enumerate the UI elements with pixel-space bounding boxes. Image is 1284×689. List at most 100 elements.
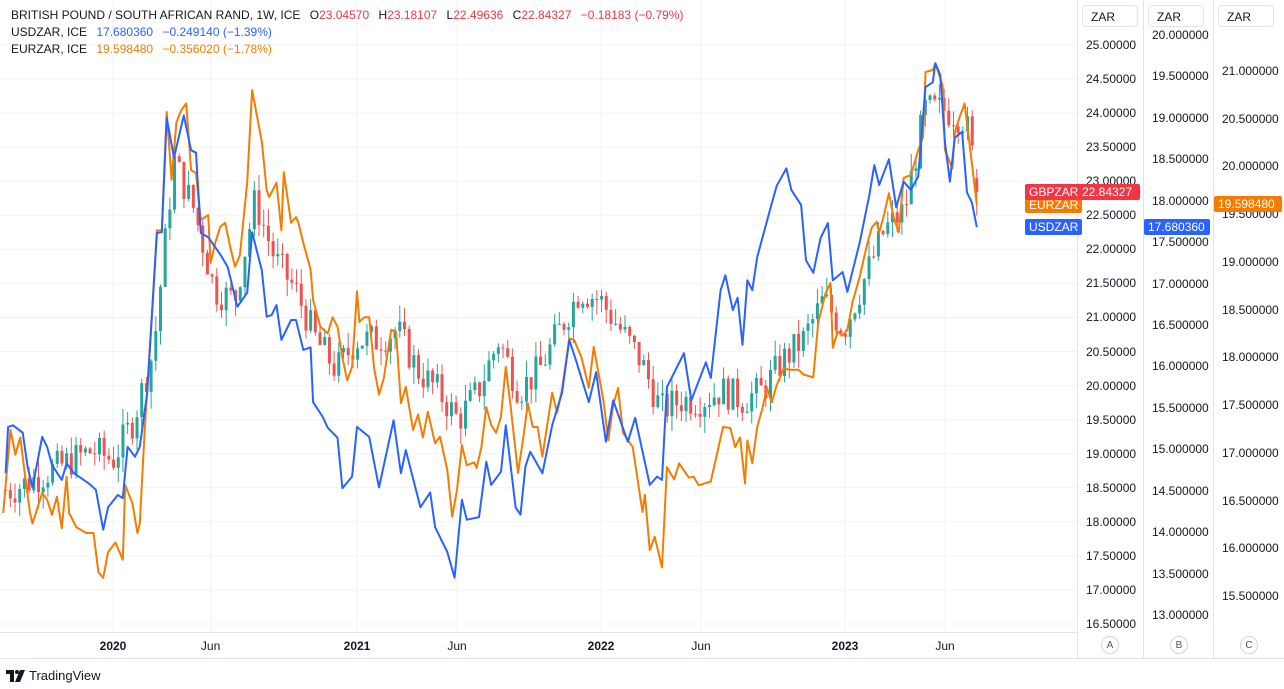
- candle-body: [168, 209, 172, 229]
- candle: [520, 396, 524, 410]
- candle-body: [60, 450, 64, 464]
- price-tick-label: 19.50000: [1086, 412, 1137, 427]
- candle: [346, 332, 350, 365]
- candle: [646, 352, 650, 389]
- candle: [557, 312, 561, 326]
- candle-body: [173, 156, 177, 210]
- candle-body: [834, 312, 838, 331]
- candle-body: [454, 402, 458, 414]
- candle-body: [487, 360, 491, 382]
- candle: [736, 368, 740, 418]
- candle: [365, 323, 369, 356]
- candle: [881, 229, 885, 237]
- candle: [506, 339, 510, 359]
- candle-body: [323, 337, 327, 345]
- candle-body: [567, 327, 571, 330]
- candle-body: [97, 437, 101, 455]
- candle: [576, 295, 580, 310]
- candle: [670, 379, 674, 432]
- candle-body: [46, 482, 50, 488]
- candle-body: [553, 324, 557, 345]
- candle: [280, 243, 284, 269]
- candle-body: [482, 381, 486, 397]
- scale-b-button[interactable]: B: [1170, 636, 1188, 654]
- candle-body: [689, 396, 693, 414]
- candle-body: [191, 184, 195, 208]
- currency-button-c[interactable]: ZAR: [1218, 5, 1274, 27]
- candle-body: [951, 125, 955, 127]
- price-chart-plot[interactable]: [0, 0, 1077, 632]
- candle-body: [36, 477, 40, 493]
- candle-body: [295, 282, 299, 284]
- candle-body: [684, 396, 688, 412]
- candle-body: [571, 301, 575, 328]
- candle: [496, 343, 500, 363]
- candle-body: [262, 224, 266, 226]
- candle-body: [182, 161, 186, 199]
- candle-body: [379, 349, 383, 351]
- candle-body: [121, 424, 125, 458]
- candle: [604, 291, 608, 324]
- candle: [158, 284, 162, 345]
- price-tick-label: 14.500000: [1152, 483, 1209, 498]
- time-tick-label: Jun: [935, 639, 955, 653]
- candle: [951, 111, 955, 138]
- tradingview-logo[interactable]: TradingView: [6, 668, 101, 683]
- candle-body: [722, 378, 726, 405]
- legend-eurzar[interactable]: EURZAR, ICE 19.598480 −0.356020 (−1.78%): [11, 41, 683, 58]
- time-tick-label: Jun: [200, 639, 221, 653]
- price-axis-b[interactable]: ZAR 20.000000 19.500000 19.000000 18.500000…: [1143, 0, 1214, 658]
- price-axis-a[interactable]: ZAR 25.00000 24.50000 24.00000 23.50000 23.0…: [1077, 0, 1144, 658]
- scale-a-button[interactable]: A: [1101, 636, 1119, 654]
- legend-gbpzar[interactable]: BRITISH POUND / SOUTH AFRICAN RAND, 1W, …: [11, 7, 683, 24]
- candle-body: [895, 212, 899, 223]
- currency-button-b[interactable]: ZAR: [1148, 5, 1204, 27]
- price-axis-c[interactable]: ZAR 21.000000 20.500000 20.000000 19.500000…: [1213, 0, 1284, 658]
- candle-body: [93, 453, 97, 455]
- candle: [750, 381, 754, 424]
- candle: [848, 317, 852, 349]
- candle-body: [585, 303, 589, 307]
- candle: [337, 342, 341, 383]
- legend-high-label: H: [378, 8, 388, 22]
- legend-usdzar[interactable]: USDZAR, ICE 17.680360 −0.249140 (−1.39%): [11, 24, 683, 41]
- candle: [88, 446, 92, 455]
- price-tick-label: 20.000000: [1222, 159, 1279, 174]
- legend-open-value: 23.04570: [319, 8, 370, 22]
- candle: [628, 325, 632, 344]
- candle-body: [815, 303, 819, 320]
- candle-body: [811, 319, 815, 324]
- price-tick-label: 15.500000: [1222, 589, 1279, 603]
- legend-low-label: L: [446, 8, 454, 22]
- legend-low-value: 22.49636: [453, 8, 504, 22]
- candle-body: [506, 348, 510, 357]
- candle-body: [858, 304, 862, 314]
- time-axis[interactable]: 2020 Jun 2021 Jun 2022 Jun 2023 Jun: [0, 632, 1077, 659]
- candle: [215, 268, 219, 312]
- candle-body: [604, 295, 608, 310]
- scale-c-button[interactable]: C: [1240, 636, 1258, 654]
- candle: [402, 308, 406, 336]
- candle-body: [543, 364, 547, 366]
- candle-body: [426, 370, 430, 388]
- currency-button-a[interactable]: ZAR: [1082, 5, 1138, 27]
- candle-body: [609, 309, 613, 324]
- candle-body: [449, 402, 453, 417]
- candle-body: [848, 319, 852, 337]
- candle: [79, 438, 83, 466]
- candle: [374, 319, 378, 350]
- candle-body: [703, 407, 707, 417]
- candle-body: [243, 256, 247, 288]
- candle-body: [492, 353, 496, 361]
- candle: [539, 340, 543, 366]
- candle: [693, 404, 697, 418]
- candle: [787, 343, 791, 379]
- candle-body: [388, 338, 392, 352]
- candle: [553, 314, 557, 347]
- candle: [956, 122, 960, 144]
- candle: [745, 403, 749, 414]
- candle-body: [590, 298, 594, 307]
- candle: [473, 376, 477, 395]
- price-tick-label: 16.500000: [1152, 318, 1209, 332]
- candle: [426, 358, 430, 393]
